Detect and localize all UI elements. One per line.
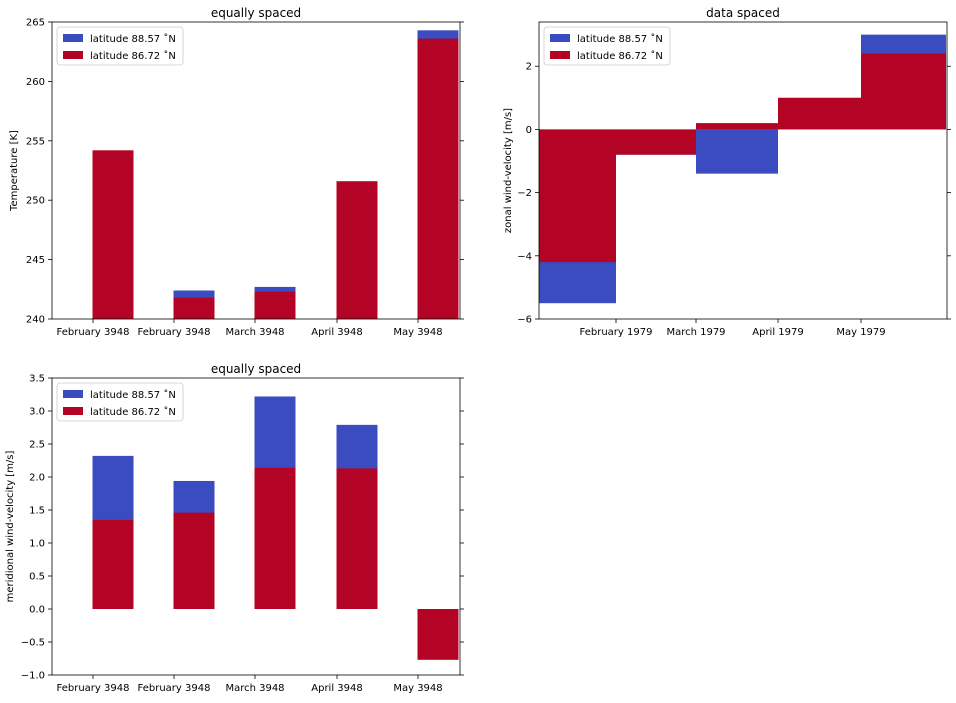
bar xyxy=(336,181,378,319)
y-tick-label: 3.0 xyxy=(29,407,45,418)
x-tick-label: May 3948 xyxy=(393,327,442,338)
chart-meridional-wind-equally-spaced: equally spaced meridional wind-velocity … xyxy=(5,362,464,694)
legend-box xyxy=(543,26,671,66)
y-axis-label: meridional wind-velocity [m/s] xyxy=(5,450,16,602)
axes-frame xyxy=(51,21,461,320)
bar xyxy=(336,468,378,609)
legend-label: latitude 88.57 ˚N xyxy=(577,33,663,45)
bar xyxy=(778,97,861,130)
legend-label: latitude 86.72 ˚N xyxy=(90,406,176,418)
y-tick-label: 2.0 xyxy=(29,473,45,484)
bar xyxy=(417,38,459,320)
y-tick-label: 255 xyxy=(26,136,45,147)
legend-box xyxy=(56,382,184,422)
x-tick-label: April 3948 xyxy=(311,683,362,694)
y-tick-label: 2.5 xyxy=(29,440,45,451)
y-tick-label: −6 xyxy=(517,315,532,326)
x-tick-label: March 3948 xyxy=(225,327,284,338)
legend-label: latitude 86.72 ˚N xyxy=(90,50,176,62)
bar xyxy=(696,129,778,174)
y-tick-label: −0.5 xyxy=(21,638,45,649)
y-axis-label: zonal wind-velocity [m/s] xyxy=(503,108,514,233)
y-tick-label: 1.0 xyxy=(29,539,45,550)
x-tick-label: February 1979 xyxy=(580,327,653,338)
bar xyxy=(92,519,134,609)
bar xyxy=(861,53,946,130)
plot-area: February 3948 February 3948 March 3948 Apri… xyxy=(57,396,459,694)
y-tick-label: 240 xyxy=(26,315,45,326)
bar xyxy=(173,297,215,319)
axes-frame xyxy=(538,21,948,320)
bar xyxy=(92,150,134,319)
x-tick-label: March 1979 xyxy=(666,327,725,338)
legend-swatch xyxy=(63,407,83,415)
chart-temperature-equally-spaced: equally spaced Temperature [K] February … xyxy=(9,6,464,338)
legend-swatch xyxy=(63,51,83,59)
chart-title: data spaced xyxy=(706,6,780,20)
bar xyxy=(539,129,616,263)
bar xyxy=(173,512,215,609)
y-tick-label: 1.5 xyxy=(29,506,45,517)
y-axis-label: Temperature [K] xyxy=(9,130,20,212)
bar xyxy=(417,609,459,660)
y-tick-label: 260 xyxy=(26,77,45,88)
bar xyxy=(254,467,296,609)
bar xyxy=(254,291,296,319)
y-tick-label: 2 xyxy=(526,62,532,73)
x-tick-label: February 3948 xyxy=(138,327,211,338)
y-tick-label: −4 xyxy=(517,251,532,262)
legend-swatch xyxy=(63,390,83,398)
x-tick-label: May 3948 xyxy=(393,683,442,694)
legend: latitude 88.57 ˚N latitude 86.72 ˚N xyxy=(543,26,671,66)
legend-box xyxy=(56,26,184,66)
y-tick-label: 250 xyxy=(26,196,45,207)
y-tick-label: 0 xyxy=(526,125,532,136)
x-tick-label: February 3948 xyxy=(57,327,130,338)
chart-zonal-wind-data-spaced: data spaced zonal wind-velocity [m/s] Fe… xyxy=(503,6,951,338)
y-tick-label: −1.0 xyxy=(21,671,45,682)
x-tick-label: April 3948 xyxy=(311,327,362,338)
x-tick-label: May 1979 xyxy=(836,327,885,338)
legend-label: latitude 86.72 ˚N xyxy=(577,50,663,62)
legend: latitude 88.57 ˚N latitude 86.72 ˚N xyxy=(56,26,184,66)
bar xyxy=(616,129,696,155)
y-tick-label: 265 xyxy=(26,18,45,29)
x-tick-label: February 3948 xyxy=(138,683,211,694)
axes-frame xyxy=(51,377,461,676)
legend-swatch xyxy=(550,34,570,42)
chart-title: equally spaced xyxy=(211,6,301,20)
x-tick-label: April 1979 xyxy=(752,327,803,338)
y-tick-label: 0.5 xyxy=(29,572,45,583)
y-tick-label: 3.5 xyxy=(29,374,45,385)
y-tick-label: 0.0 xyxy=(29,605,45,616)
legend-swatch xyxy=(63,34,83,42)
chart-title: equally spaced xyxy=(211,362,301,376)
plot-area: February 1979 March 1979 April 1979 May 197… xyxy=(539,34,946,338)
x-tick-label: February 3948 xyxy=(57,683,130,694)
legend-label: latitude 88.57 ˚N xyxy=(90,33,176,45)
y-tick-label: −2 xyxy=(517,188,532,199)
legend-swatch xyxy=(550,51,570,59)
plot-area: February 3948 February 3948 March 3948 Apri… xyxy=(57,30,459,338)
bar xyxy=(696,123,778,130)
legend: latitude 88.57 ˚N latitude 86.72 ˚N xyxy=(56,382,184,422)
x-tick-label: March 3948 xyxy=(225,683,284,694)
y-tick-label: 245 xyxy=(26,255,45,266)
legend-label: latitude 88.57 ˚N xyxy=(90,389,176,401)
